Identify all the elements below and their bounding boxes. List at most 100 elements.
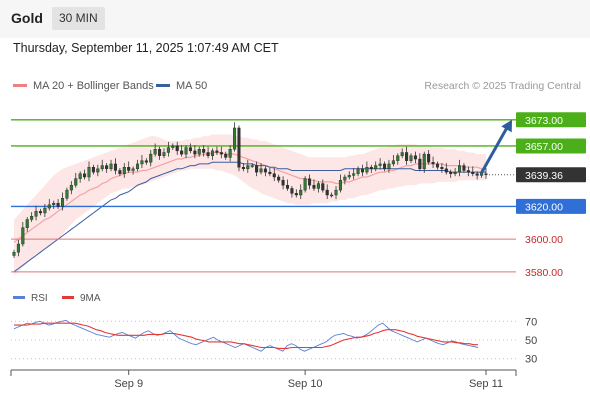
rsi-swatch [13, 295, 25, 299]
candle [21, 227, 25, 245]
ma20-line [13, 151, 486, 243]
candle [453, 171, 457, 174]
candle [466, 170, 470, 173]
candle [259, 168, 263, 173]
candle [96, 168, 100, 173]
candle [144, 160, 148, 163]
candle [43, 207, 47, 214]
candle [356, 168, 360, 174]
ma50-label: MA 50 [176, 80, 208, 92]
legend-ma20: MA 20 + Bollinger Bands [13, 80, 154, 92]
projection-arrow-shaft [479, 125, 510, 175]
rsi-tick-label: 70 [525, 316, 537, 328]
candle [105, 165, 109, 170]
candle [16, 243, 20, 253]
candle [396, 155, 400, 161]
candle [171, 145, 175, 148]
candle [449, 171, 453, 174]
ma20-label: MA 20 + Bollinger Bands [33, 80, 154, 92]
candle [285, 184, 290, 189]
candle [475, 173, 479, 176]
rsi-ma-label: 9MA [80, 293, 101, 304]
candle [277, 176, 281, 181]
candle [308, 178, 312, 186]
timeframe-badge[interactable]: 30 MIN [52, 7, 105, 30]
candle [400, 152, 404, 156]
candle [422, 153, 426, 170]
candle [405, 152, 409, 161]
candle [224, 153, 228, 158]
candle [365, 166, 369, 173]
candle [158, 149, 162, 156]
candle [413, 155, 417, 160]
rsi-tick-label: 30 [525, 354, 537, 366]
legend-ma50: MA 50 [156, 80, 207, 92]
candle [263, 168, 267, 173]
candle [369, 166, 373, 170]
candle [202, 149, 206, 153]
candle [197, 149, 201, 155]
candle [237, 127, 241, 168]
candle [30, 216, 34, 220]
candle [316, 183, 320, 189]
candle [113, 163, 117, 171]
candle [52, 202, 56, 206]
projection-arrow-head [501, 119, 512, 133]
candle [290, 188, 294, 194]
candle [135, 163, 140, 170]
level-tag-3620.00 [516, 198, 586, 214]
x-tick-label: Sep 10 [288, 378, 323, 390]
rsi-label: RSI [31, 293, 48, 304]
ma50-swatch [156, 83, 170, 87]
candle [325, 189, 329, 196]
candle [347, 175, 351, 178]
candle [343, 176, 347, 181]
ma20-swatch [13, 83, 27, 87]
x-tick-label: Sep 9 [114, 378, 143, 390]
candle [193, 150, 197, 155]
rsi-tick-label: 50 [525, 335, 537, 347]
candle [162, 152, 166, 156]
candle [56, 202, 60, 207]
candle [91, 166, 95, 173]
candle [122, 166, 126, 174]
level-label-3600.00: 3600.00 [525, 234, 563, 246]
candle [409, 155, 413, 161]
candle [352, 173, 356, 176]
candle [219, 152, 223, 155]
candle [100, 165, 104, 170]
candle [65, 189, 69, 199]
candle [180, 150, 184, 155]
level-label-3580.00: 3580.00 [525, 267, 563, 279]
header-bar: Gold 30 MIN [0, 0, 590, 38]
level-tag-3673.00 [516, 112, 586, 128]
candle [427, 153, 431, 163]
candle [294, 193, 298, 196]
candle [272, 173, 276, 178]
candle [210, 150, 215, 156]
candle [233, 127, 237, 150]
candle [34, 211, 38, 217]
candle [391, 160, 395, 165]
candle [228, 149, 232, 158]
candle [175, 145, 179, 152]
rsi-ma-line [14, 322, 478, 349]
current-price-tag [516, 167, 586, 183]
legend-rsi: RSI [13, 293, 48, 304]
level-tag-3657.00 [516, 138, 586, 154]
level-tag-text-3620.00: 3620.00 [525, 201, 563, 213]
candle [184, 147, 188, 155]
candle [462, 165, 466, 171]
candle [47, 204, 51, 209]
candle [431, 162, 435, 165]
ma50-line [13, 161, 486, 273]
candle [206, 152, 210, 156]
candle [444, 168, 448, 173]
candle [74, 178, 78, 186]
legend-rsi-ma: 9MA [62, 293, 101, 304]
candle [255, 165, 259, 173]
candle [299, 189, 303, 196]
candle [330, 194, 334, 197]
